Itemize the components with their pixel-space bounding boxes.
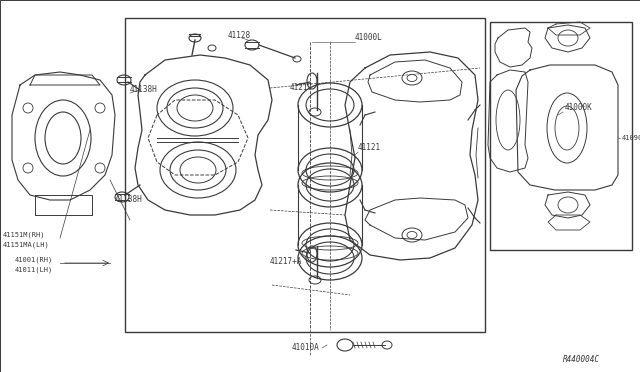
Text: 41090K: 41090K <box>622 135 640 141</box>
Text: 41000K: 41000K <box>565 103 593 112</box>
Text: 41138H: 41138H <box>115 196 143 205</box>
Text: 41000L: 41000L <box>355 33 383 42</box>
Text: 41128: 41128 <box>228 31 251 39</box>
Text: 41010A: 41010A <box>292 343 320 353</box>
Text: 41001(RH): 41001(RH) <box>15 257 53 263</box>
Text: R440004C: R440004C <box>563 356 600 365</box>
Text: 41217: 41217 <box>290 83 313 93</box>
Bar <box>490 22 632 250</box>
Bar <box>125 18 485 332</box>
Text: 41011(LH): 41011(LH) <box>15 267 53 273</box>
Text: 41138H: 41138H <box>130 86 157 94</box>
Text: 41121: 41121 <box>358 144 381 153</box>
Text: 41151MA(LH): 41151MA(LH) <box>3 242 50 248</box>
Text: 41217+A: 41217+A <box>270 257 302 266</box>
Text: 41151M(RH): 41151M(RH) <box>3 232 45 238</box>
